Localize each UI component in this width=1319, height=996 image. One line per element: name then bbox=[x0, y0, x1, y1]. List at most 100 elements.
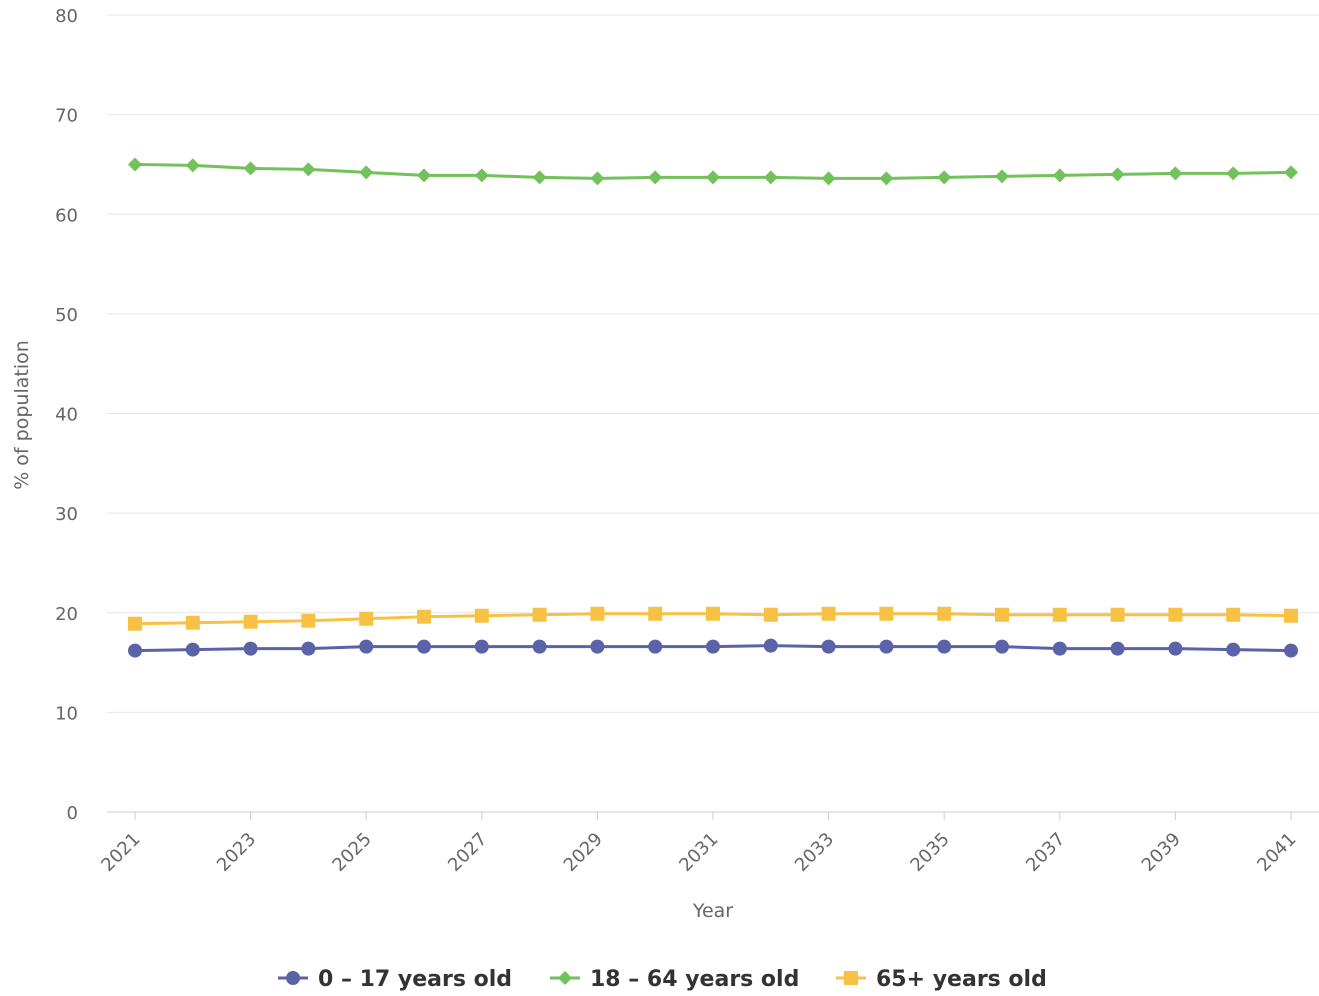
data-point[interactable] bbox=[995, 607, 1009, 622]
data-point[interactable] bbox=[185, 158, 200, 173]
x-tick-label: 2029 bbox=[560, 829, 607, 876]
data-point[interactable] bbox=[1284, 608, 1298, 623]
legend-item[interactable]: 65+ years old bbox=[836, 967, 1047, 992]
x-tick-label: 2041 bbox=[1253, 829, 1300, 876]
data-point[interactable] bbox=[879, 171, 894, 186]
data-point[interactable] bbox=[359, 611, 374, 626]
x-axis-title: Year bbox=[692, 900, 733, 922]
data-point[interactable] bbox=[648, 606, 663, 621]
legend-item[interactable]: 18 – 64 years old bbox=[550, 967, 799, 992]
data-point[interactable] bbox=[243, 641, 258, 656]
data-point[interactable] bbox=[417, 639, 431, 654]
y-tick-label: 20 bbox=[55, 604, 78, 625]
legend-label: 18 – 64 years old bbox=[590, 967, 799, 992]
series-group bbox=[128, 157, 1298, 658]
data-point[interactable] bbox=[185, 642, 200, 657]
legend-marker[interactable] bbox=[844, 971, 858, 985]
data-point[interactable] bbox=[301, 162, 316, 177]
series-2 bbox=[128, 606, 1298, 631]
data-point[interactable] bbox=[417, 168, 431, 183]
legend-marker[interactable] bbox=[558, 971, 572, 985]
data-point[interactable] bbox=[995, 639, 1009, 654]
data-point[interactable] bbox=[128, 157, 142, 172]
data-point[interactable] bbox=[1110, 607, 1125, 622]
data-point[interactable] bbox=[532, 639, 547, 654]
y-tick-label: 50 bbox=[55, 305, 78, 326]
data-point[interactable] bbox=[1284, 643, 1298, 658]
legend-label: 65+ years old bbox=[876, 967, 1047, 992]
data-point[interactable] bbox=[1110, 641, 1125, 656]
legend-label: 0 – 17 years old bbox=[318, 967, 512, 992]
data-point[interactable] bbox=[185, 615, 200, 630]
data-point[interactable] bbox=[879, 606, 894, 621]
data-point[interactable] bbox=[301, 613, 316, 628]
y-axis-title: % of population bbox=[11, 340, 33, 490]
gridlines bbox=[107, 14, 1319, 813]
data-point[interactable] bbox=[648, 170, 663, 185]
data-point[interactable] bbox=[1168, 641, 1183, 656]
data-point[interactable] bbox=[301, 641, 316, 656]
data-point[interactable] bbox=[763, 638, 778, 653]
data-point[interactable] bbox=[1226, 166, 1241, 181]
data-point[interactable] bbox=[763, 170, 778, 185]
y-axis-ticks: 0 10 20 30 40 50 60 70 80 bbox=[55, 6, 78, 824]
data-point[interactable] bbox=[590, 606, 605, 621]
data-point[interactable] bbox=[128, 643, 142, 658]
data-point[interactable] bbox=[1168, 607, 1183, 622]
y-tick-label: 80 bbox=[55, 6, 78, 27]
data-point[interactable] bbox=[417, 609, 431, 624]
data-point[interactable] bbox=[763, 607, 778, 622]
data-point[interactable] bbox=[243, 161, 258, 176]
data-point[interactable] bbox=[937, 606, 952, 621]
data-point[interactable] bbox=[590, 639, 605, 654]
y-tick-label: 0 bbox=[67, 803, 78, 824]
x-tick-label: 2021 bbox=[97, 829, 144, 876]
legend-marker[interactable] bbox=[286, 971, 300, 985]
data-point[interactable] bbox=[1052, 641, 1067, 656]
x-tick-label: 2031 bbox=[675, 829, 722, 876]
y-tick-label: 30 bbox=[55, 504, 78, 525]
data-point[interactable] bbox=[532, 170, 547, 185]
data-point[interactable] bbox=[706, 606, 720, 621]
data-point[interactable] bbox=[1284, 165, 1298, 180]
x-tick-label: 2039 bbox=[1138, 829, 1185, 876]
x-tick-label: 2023 bbox=[213, 829, 260, 876]
data-point[interactable] bbox=[532, 607, 547, 622]
data-point[interactable] bbox=[821, 639, 836, 654]
x-tick-label: 2027 bbox=[444, 829, 491, 876]
data-point[interactable] bbox=[706, 639, 720, 654]
x-tick-label: 2035 bbox=[906, 829, 953, 876]
data-point[interactable] bbox=[243, 614, 258, 629]
data-point[interactable] bbox=[1168, 166, 1183, 181]
data-point[interactable] bbox=[1110, 167, 1125, 182]
x-axis-ticks: 2021 2023 2025 2027 2029 2031 2033 2035 2037 2039… bbox=[97, 812, 1301, 876]
y-tick-label: 70 bbox=[55, 106, 78, 127]
data-point[interactable] bbox=[474, 608, 489, 623]
data-point[interactable] bbox=[937, 639, 952, 654]
legend-item[interactable]: 0 – 17 years old bbox=[278, 967, 512, 992]
data-point[interactable] bbox=[879, 639, 894, 654]
data-point[interactable] bbox=[359, 165, 374, 180]
data-point[interactable] bbox=[128, 616, 142, 631]
data-point[interactable] bbox=[1226, 607, 1241, 622]
data-point[interactable] bbox=[1226, 642, 1241, 657]
data-point[interactable] bbox=[359, 639, 374, 654]
data-point[interactable] bbox=[937, 170, 952, 185]
data-point[interactable] bbox=[1052, 168, 1067, 183]
data-point[interactable] bbox=[706, 170, 720, 185]
y-tick-label: 60 bbox=[55, 205, 78, 226]
x-tick-label: 2037 bbox=[1022, 829, 1069, 876]
y-tick-label: 10 bbox=[55, 703, 78, 724]
y-tick-label: 40 bbox=[55, 405, 78, 426]
data-point[interactable] bbox=[821, 171, 836, 186]
data-point[interactable] bbox=[590, 171, 605, 186]
x-tick-label: 2033 bbox=[791, 829, 838, 876]
data-point[interactable] bbox=[648, 639, 663, 654]
data-point[interactable] bbox=[474, 168, 489, 183]
data-point[interactable] bbox=[995, 169, 1009, 184]
data-point[interactable] bbox=[1052, 607, 1067, 622]
data-point[interactable] bbox=[474, 639, 489, 654]
legend[interactable]: 0 – 17 years old 18 – 64 years old 65+ yea… bbox=[278, 967, 1047, 992]
data-point[interactable] bbox=[821, 606, 836, 621]
